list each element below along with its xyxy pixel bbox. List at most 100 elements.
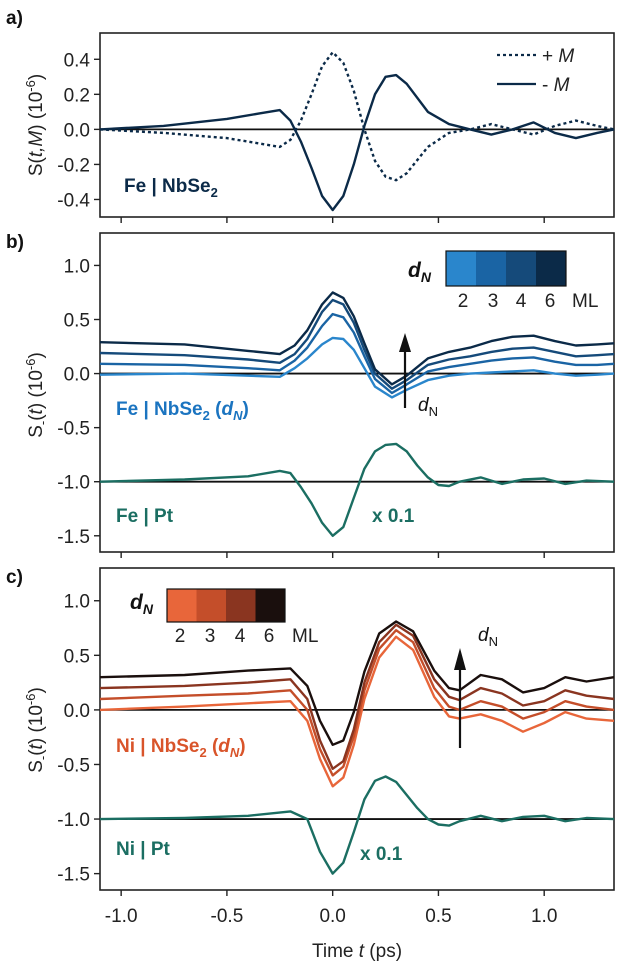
- panel-a-series: [99, 51, 615, 212]
- panel-a-frame: [99, 32, 615, 218]
- y-tick-label: -1.0: [57, 810, 90, 831]
- y-tick-label: 0.0: [64, 120, 90, 141]
- panel-a-legend: + M - M: [497, 46, 574, 96]
- panel-b-x-ticks: [120, 552, 545, 558]
- colorbar-swatch: [196, 589, 227, 622]
- panel-a-x-ticks: [120, 217, 545, 223]
- panel-b-y-axis-label: S-(t) (10-6): [23, 352, 50, 438]
- panel-c-label: c): [6, 567, 23, 588]
- panel-b-arrow-label: dN: [418, 395, 438, 419]
- colorbar-swatch: [226, 589, 256, 622]
- panel-c-y-axis-label: S-(t) (10-6): [23, 687, 50, 773]
- y-tick-label: 1.0: [64, 592, 90, 613]
- panel-c-colorbar-unit: ML: [292, 626, 318, 647]
- colorbar-swatch: [167, 589, 197, 622]
- y-tick-label: -0.5: [57, 419, 90, 440]
- panel-a: a) -0.4 -0.2 0.0 0.2 0.4 S(t,M) (10-6) Fe | …: [6, 8, 615, 223]
- panel-c-thickness-arrow: dN: [454, 625, 498, 748]
- x-tick-label: -0.5: [211, 906, 244, 927]
- panel-b-colorbar-unit: ML: [572, 291, 598, 312]
- series-dn-3-ml: [99, 629, 615, 777]
- panel-b-colorbar-tick-4: 4: [516, 291, 527, 312]
- x-tick-label: 0.0: [319, 906, 345, 927]
- panel-c-colorbar-frame: [166, 588, 286, 623]
- panel-b-thickness-arrow: dN: [399, 333, 438, 419]
- legend-minus-m-label: - M: [542, 75, 570, 96]
- y-tick-label: 0.2: [64, 85, 90, 106]
- panel-c-colorbar-title: dN: [130, 591, 154, 617]
- panel-b-series: [99, 291, 615, 537]
- panel-b-reference-label: Fe | Pt: [116, 506, 174, 527]
- panel-b-colorbar: dN 2 3 4 6 ML: [408, 250, 598, 312]
- y-tick-label: -1.5: [57, 527, 90, 548]
- panel-b-colorbar-frame: [445, 250, 567, 287]
- y-tick-label: 0.5: [64, 311, 90, 332]
- panel-b-scale-label: x 0.1: [372, 506, 415, 527]
- panel-b: b) -1.5 -1.0 -0.5 0.0 0.5 1.0 S-(t) (10-6) Fe…: [6, 232, 615, 558]
- panel-c-scale-label: x 0.1: [360, 844, 403, 865]
- colorbar-swatch: [446, 251, 477, 286]
- series-dn-2-ml: [99, 635, 615, 788]
- panel-c-y-ticks: -1.5 -1.0 -0.5 0.0 0.5 1.0: [57, 592, 100, 886]
- series-plus-m: [99, 51, 615, 182]
- panel-c-colorbar-tick-6: 6: [264, 626, 275, 647]
- x-tick-label: 0.5: [425, 906, 451, 927]
- panel-c-colorbar: dN 2 3 4 6 ML: [130, 588, 318, 647]
- panel-a-sample-label: Fe | NbSe2: [124, 176, 218, 200]
- x-tick-labels: -1.0 -0.5 0.0 0.5 1.0: [105, 906, 558, 927]
- colorbar-swatch: [476, 251, 507, 286]
- x-tick-label: 1.0: [531, 906, 557, 927]
- arrow-up-icon: [399, 333, 411, 352]
- panel-c-colorbar-swatches: [167, 589, 286, 622]
- panel-c: c) -1.5 -1.0 -0.5 0.0 0.5 1.0 S-(t) (10-6) Ni…: [6, 567, 615, 896]
- series-dn-2-ml: [99, 336, 615, 399]
- y-tick-label: -0.5: [57, 755, 90, 776]
- panel-a-label: a): [6, 8, 23, 29]
- panel-b-y-ticks: -1.5 -1.0 -0.5 0.0 0.5 1.0: [57, 256, 100, 548]
- y-tick-label: 0.4: [64, 50, 91, 71]
- panel-b-colorbar-tick-2: 2: [458, 291, 469, 312]
- series-reference-pt: [99, 442, 615, 537]
- panel-b-sample-label: Fe | NbSe2 (dN): [116, 399, 249, 423]
- panel-c-colorbar-tick-3: 3: [205, 626, 216, 647]
- series-minus-m: [99, 73, 615, 212]
- colorbar-swatch: [255, 589, 286, 622]
- panel-a-y-ticks: -0.4 -0.2 0.0 0.2 0.4: [57, 50, 100, 211]
- series-dn-4-ml: [99, 298, 615, 390]
- y-tick-label: 0.0: [64, 365, 90, 386]
- y-tick-label: 1.0: [64, 256, 90, 277]
- panel-c-arrow-label: dN: [478, 625, 498, 649]
- x-tick-label: -1.0: [105, 906, 138, 927]
- panel-a-y-axis-label: S(t,M) (10-6): [23, 74, 47, 176]
- legend-plus-m-label: + M: [542, 46, 574, 67]
- series-dn-6-ml: [99, 291, 615, 386]
- panel-b-colorbar-tick-3: 3: [488, 291, 499, 312]
- x-axis-label: Time t (ps): [312, 941, 402, 962]
- series-dn-4-ml: [99, 623, 615, 770]
- y-tick-label: -0.2: [57, 155, 90, 176]
- y-tick-label: 0.5: [64, 646, 90, 667]
- panel-c-sample-label: Ni | NbSe2 (dN): [116, 736, 246, 760]
- panel-c-colorbar-tick-4: 4: [235, 626, 246, 647]
- panel-c-frame: [99, 567, 615, 891]
- arrow-up-icon: [454, 648, 466, 670]
- panel-c-colorbar-tick-2: 2: [175, 626, 186, 647]
- panel-c-reference-label: Ni | Pt: [116, 839, 171, 860]
- series-reference-pt: [99, 775, 615, 875]
- panel-b-colorbar-tick-6: 6: [545, 291, 556, 312]
- colorbar-swatch: [506, 251, 537, 286]
- panel-b-colorbar-swatches: [446, 251, 567, 286]
- y-tick-label: -1.5: [57, 865, 90, 886]
- panel-b-label: b): [6, 232, 24, 253]
- panel-c-x-ticks: [120, 890, 545, 896]
- y-tick-label: -0.4: [57, 190, 90, 211]
- y-tick-label: -1.0: [57, 473, 90, 494]
- panel-b-colorbar-title: dN: [408, 259, 432, 285]
- colorbar-swatch: [536, 251, 567, 286]
- panel-b-frame: [99, 232, 615, 553]
- series-dn-6-ml: [99, 620, 615, 746]
- series-dn-3-ml: [99, 312, 615, 395]
- panel-c-series: [99, 620, 615, 875]
- y-tick-label: 0.0: [64, 701, 90, 722]
